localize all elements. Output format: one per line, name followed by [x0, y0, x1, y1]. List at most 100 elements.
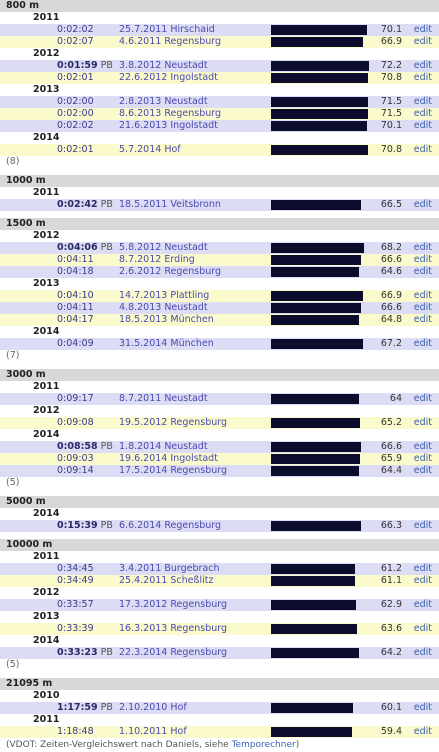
result-time[interactable]: 0:09:08	[57, 417, 94, 429]
race-date-location[interactable]: 3.4.2011 Burgebrach	[119, 563, 220, 574]
result-time[interactable]: 0:04:17	[57, 314, 94, 326]
race-date-location[interactable]: 4.6.2011 Regensburg	[119, 36, 222, 47]
edit-link[interactable]: edit	[413, 453, 432, 464]
edit-link[interactable]: edit	[413, 266, 432, 277]
race-date-location[interactable]: 18.5.2011 Veitsbronn	[119, 199, 221, 210]
edit-link[interactable]: edit	[413, 120, 432, 131]
result-time[interactable]: 0:34:49	[57, 575, 94, 587]
result-time[interactable]: 0:02:07	[57, 36, 94, 48]
result-time[interactable]: 0:09:14	[57, 465, 94, 477]
result-time[interactable]: 0:02:02	[57, 24, 94, 36]
result-time[interactable]: 0:33:23 PB	[57, 647, 113, 659]
edit-link[interactable]: edit	[413, 302, 432, 313]
result-time[interactable]: 1:17:59 PB	[57, 702, 113, 714]
pb-badge: PB	[100, 520, 113, 531]
edit-link[interactable]: edit	[413, 96, 432, 107]
edit-link[interactable]: edit	[413, 314, 432, 325]
result-time[interactable]: 0:09:03	[57, 453, 94, 465]
race-date-location[interactable]: 3.8.2012 Neustadt	[119, 60, 208, 71]
race-date-location[interactable]: 14.7.2013 Plattling	[119, 290, 210, 301]
edit-link[interactable]: edit	[413, 599, 432, 610]
race-date-location[interactable]: 17.5.2014 Regensburg	[119, 465, 228, 476]
vdot-bar	[271, 576, 355, 586]
edit-link[interactable]: edit	[413, 72, 432, 83]
result-time[interactable]: 0:04:10	[57, 290, 94, 302]
result-row: 0:33:23 PB 22.3.2014 Regensburg 64.2 edit	[0, 647, 439, 659]
edit-link[interactable]: edit	[413, 290, 432, 301]
result-time[interactable]: 0:09:17	[57, 393, 94, 405]
edit-link[interactable]: edit	[413, 254, 432, 265]
edit-link[interactable]: edit	[413, 199, 432, 210]
race-date-location[interactable]: 17.3.2012 Regensburg	[119, 599, 228, 610]
edit-link[interactable]: edit	[413, 726, 432, 737]
edit-link[interactable]: edit	[413, 108, 432, 119]
result-time[interactable]: 0:02:01	[57, 72, 94, 84]
race-date-location[interactable]: 6.6.2014 Regensburg	[119, 520, 222, 531]
result-time[interactable]: 0:02:02	[57, 120, 94, 132]
vdot-bar	[271, 109, 368, 119]
edit-link[interactable]: edit	[413, 702, 432, 713]
result-time[interactable]: 1:18:48	[57, 726, 94, 738]
result-time[interactable]: 0:04:06 PB	[57, 242, 113, 254]
result-time[interactable]: 0:08:58 PB	[57, 441, 113, 453]
result-time[interactable]: 0:02:00	[57, 108, 94, 120]
race-date-location[interactable]: 22.3.2014 Regensburg	[119, 647, 228, 658]
edit-link[interactable]: edit	[413, 575, 432, 586]
edit-link[interactable]: edit	[413, 441, 432, 452]
edit-link[interactable]: edit	[413, 338, 432, 349]
result-time[interactable]: 0:15:39 PB	[57, 520, 113, 532]
race-date-location[interactable]: 8.6.2013 Regensburg	[119, 108, 222, 119]
edit-link[interactable]: edit	[413, 36, 432, 47]
edit-link[interactable]: edit	[413, 144, 432, 155]
race-date-location[interactable]: 1.10.2011 Hof	[119, 726, 187, 737]
race-date-location[interactable]: 8.7.2011 Neustadt	[119, 393, 208, 404]
race-date-location[interactable]: 2.10.2010 Hof	[119, 702, 187, 713]
result-row: 0:09:14 17.5.2014 Regensburg 64.4 edit	[0, 465, 439, 477]
edit-link[interactable]: edit	[413, 417, 432, 428]
edit-link[interactable]: edit	[413, 60, 432, 71]
edit-link[interactable]: edit	[413, 242, 432, 253]
year-label: 2011	[33, 551, 60, 562]
result-time[interactable]: 0:33:39	[57, 623, 94, 635]
result-time[interactable]: 0:04:11	[57, 254, 94, 266]
edit-link[interactable]: edit	[413, 465, 432, 476]
edit-link[interactable]: edit	[413, 623, 432, 634]
race-date-location[interactable]: 31.5.2014 München	[119, 338, 214, 349]
race-date-location[interactable]: 25.7.2011 Hirschaid	[119, 24, 215, 35]
race-date-location[interactable]: 18.5.2013 München	[119, 314, 214, 325]
time-value: 0:15:39	[57, 520, 98, 531]
result-time[interactable]: 0:04:09	[57, 338, 94, 350]
result-time[interactable]: 0:04:18	[57, 266, 94, 278]
race-date-location[interactable]: 22.6.2012 Ingolstadt	[119, 72, 218, 83]
race-date-location[interactable]: 25.4.2011 Scheßlitz	[119, 575, 214, 586]
year-label: 2013	[33, 611, 60, 622]
time-value: 0:04:09	[57, 338, 94, 349]
edit-link[interactable]: edit	[413, 393, 432, 404]
race-date-location[interactable]: 19.6.2014 Ingolstadt	[119, 453, 218, 464]
race-date-location[interactable]: 5.7.2014 Hof	[119, 144, 181, 155]
year-label: 2013	[33, 84, 60, 95]
result-time[interactable]: 0:34:45	[57, 563, 94, 575]
result-time[interactable]: 0:04:11	[57, 302, 94, 314]
result-time[interactable]: 0:02:42 PB	[57, 199, 113, 211]
result-time[interactable]: 0:33:57	[57, 599, 94, 611]
edit-link[interactable]: edit	[413, 647, 432, 658]
race-date-location[interactable]: 21.6.2013 Ingolstadt	[119, 120, 218, 131]
race-date-location[interactable]: 2.8.2013 Neustadt	[119, 96, 208, 107]
race-date-location[interactable]: 5.8.2012 Neustadt	[119, 242, 208, 253]
result-time[interactable]: 0:01:59 PB	[57, 60, 113, 72]
race-date-location[interactable]: 16.3.2013 Regensburg	[119, 623, 228, 634]
result-time[interactable]: 0:02:01	[57, 144, 94, 156]
race-date-location[interactable]: 4.8.2013 Neustadt	[119, 302, 208, 313]
race-date-location[interactable]: 2.6.2012 Regensburg	[119, 266, 222, 277]
edit-link[interactable]: edit	[413, 563, 432, 574]
edit-link[interactable]: edit	[413, 520, 432, 531]
race-date-location[interactable]: 8.7.2012 Erding	[119, 254, 195, 265]
race-date-location[interactable]: 19.5.2012 Regensburg	[119, 417, 228, 428]
edit-link[interactable]: edit	[413, 24, 432, 35]
result-time[interactable]: 0:02:00	[57, 96, 94, 108]
race-date-location[interactable]: 1.8.2014 Neustadt	[119, 441, 208, 452]
vdot-value: 66.5	[380, 199, 402, 210]
time-value: 0:02:02	[57, 24, 94, 35]
time-value: 0:04:06	[57, 242, 98, 253]
